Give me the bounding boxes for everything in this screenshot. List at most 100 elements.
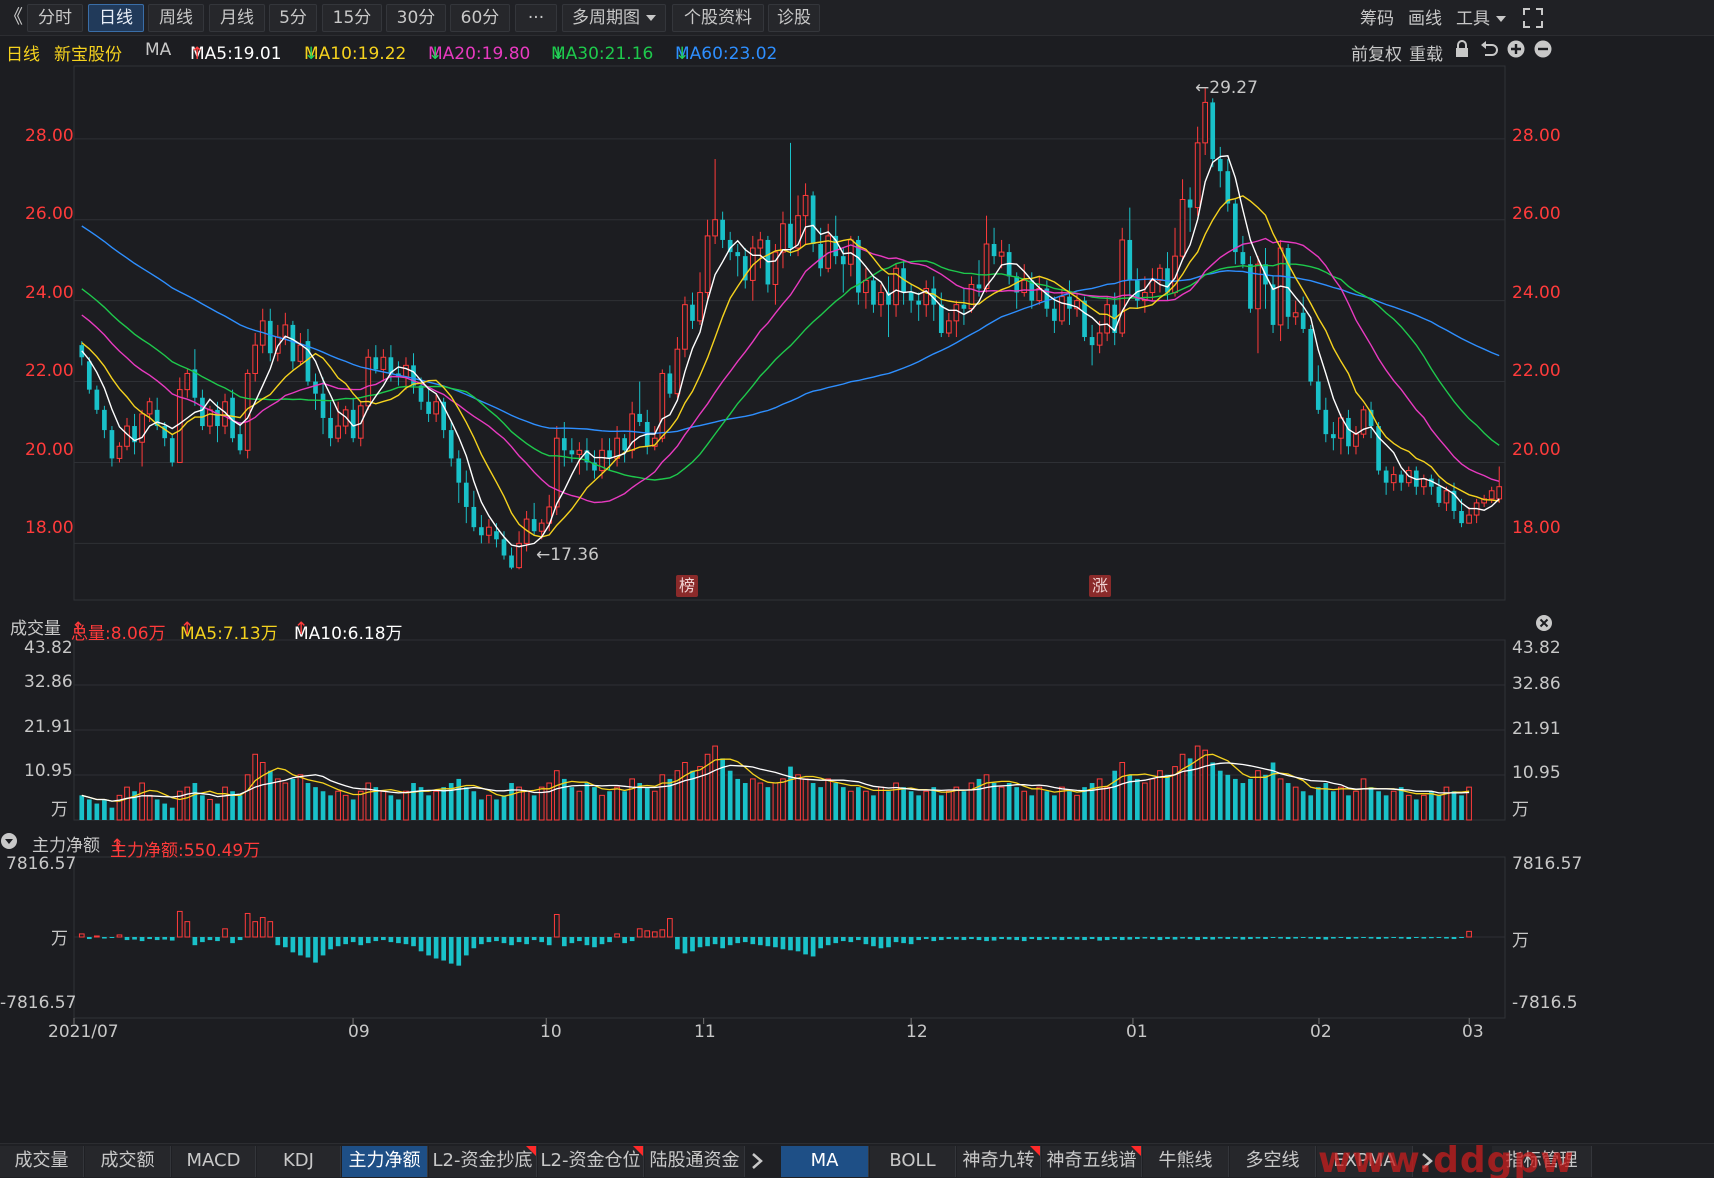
net-flow-bar-negative xyxy=(1285,937,1291,940)
volume-bar-up xyxy=(546,782,553,821)
stock-chart-canvas[interactable] xyxy=(0,0,1714,1143)
volume-bar-down xyxy=(169,807,175,820)
volume-bar-down xyxy=(840,787,846,820)
arrow-up-icon: ↑ xyxy=(110,836,125,856)
period-tab-monthly[interactable]: 月线 xyxy=(209,4,265,32)
net-flow-bar-negative xyxy=(780,937,786,950)
net-flow-bar-negative xyxy=(1195,937,1200,941)
tab-net-flow[interactable]: 主力净额 xyxy=(342,1146,428,1177)
low-price-value: 17.36 xyxy=(550,545,599,565)
zoom-in-icon[interactable] xyxy=(1506,39,1526,59)
volume-bar-up xyxy=(342,794,349,821)
more-periods-button[interactable]: ··· xyxy=(515,4,557,32)
tab-boll[interactable]: BOLL xyxy=(870,1146,956,1177)
net-flow-bar-negative xyxy=(358,937,364,946)
net-flow-title[interactable]: 主力净额 xyxy=(32,836,100,856)
tab-kdj[interactable]: KDJ xyxy=(257,1146,341,1177)
flow-unit-label: 万 xyxy=(51,929,68,949)
period-tab-60min[interactable]: 60分 xyxy=(450,4,510,32)
net-flow-bar-negative xyxy=(1082,937,1087,941)
candle-body-down xyxy=(561,438,567,451)
tab-expma[interactable]: EXPMA xyxy=(1317,1146,1413,1177)
candle-body-down xyxy=(109,430,115,459)
volume-bar-down xyxy=(788,766,793,820)
indicator-manage-button[interactable]: 指标管理 xyxy=(1492,1146,1592,1177)
net-flow-bar-negative xyxy=(1097,937,1102,941)
net-flow-bar-negative xyxy=(1270,937,1276,939)
adjust-button[interactable]: 前复权 xyxy=(1351,45,1402,65)
period-tab-5min[interactable]: 5分 xyxy=(269,4,317,32)
tab-bull-bear[interactable]: 牛熊线 xyxy=(1143,1146,1229,1177)
net-flow-bar-negative xyxy=(629,937,635,942)
volume-bar-up xyxy=(1194,745,1201,821)
candle-body-up xyxy=(1021,279,1028,294)
lock-icon[interactable] xyxy=(1453,39,1471,59)
chevron-right-icon[interactable] xyxy=(1420,1152,1434,1170)
collapse-icon[interactable] xyxy=(0,832,18,850)
volume-bar-down xyxy=(622,791,627,820)
multi-period-dropdown[interactable]: 多周期图 xyxy=(562,4,666,32)
volume-bar-down xyxy=(396,799,401,820)
candle-body-up xyxy=(365,356,372,407)
candle-body-down xyxy=(637,413,643,422)
limit-up-badge[interactable]: 涨 xyxy=(1089,575,1111,597)
undo-icon[interactable] xyxy=(1479,39,1499,59)
volume-bar-up xyxy=(116,794,123,821)
tab-macd[interactable]: MACD xyxy=(172,1146,256,1177)
volume-bar-down xyxy=(230,791,235,820)
volume-bar-down xyxy=(908,791,914,820)
volume-bar-up xyxy=(1036,786,1043,821)
period-tab-daily[interactable]: 日线 xyxy=(88,4,144,32)
volume-bar-up xyxy=(1202,749,1209,821)
tools-dropdown[interactable]: 工具 xyxy=(1456,6,1506,32)
diagnosis-button[interactable]: 诊股 xyxy=(768,4,820,32)
tab-northbound[interactable]: 陆股通资金 xyxy=(645,1146,745,1177)
volume-bar-down xyxy=(109,807,115,820)
tab-l2-bottom-fishing[interactable]: L2-资金抄底 xyxy=(429,1146,537,1177)
tab-label: L2-资金仓位 xyxy=(540,1150,641,1171)
candle-body-up xyxy=(1292,312,1299,318)
reload-button[interactable]: 重载 xyxy=(1409,45,1443,65)
volume-title[interactable]: 成交量 xyxy=(10,619,61,639)
tab-magic-nine[interactable]: 神奇九转 xyxy=(957,1146,1041,1177)
zoom-out-icon[interactable] xyxy=(1533,39,1553,59)
chips-button[interactable]: 筹码 xyxy=(1360,9,1394,29)
tab-volume[interactable]: 成交量 xyxy=(0,1146,84,1177)
period-tab-weekly[interactable]: 周线 xyxy=(148,4,204,32)
volume-ma10-line xyxy=(81,762,1470,802)
net-flow-bar-negative xyxy=(207,937,213,941)
tab-ma[interactable]: MA xyxy=(781,1146,869,1177)
volume-bar-down xyxy=(441,787,447,820)
candle-body-up xyxy=(772,251,779,285)
tab-long-short[interactable]: 多空线 xyxy=(1230,1146,1316,1177)
volume-bar-down xyxy=(373,787,379,820)
volume-bar-down xyxy=(1300,791,1306,820)
tab-turnover[interactable]: 成交额 xyxy=(85,1146,171,1177)
fullscreen-icon[interactable] xyxy=(1522,7,1544,29)
volume-bar-up xyxy=(1149,778,1156,821)
stock-info-button[interactable]: 个股资料 xyxy=(672,4,764,32)
tab-l2-position[interactable]: L2-资金仓位 xyxy=(538,1146,644,1177)
period-tab-30min[interactable]: 30分 xyxy=(386,4,446,32)
close-panel-icon[interactable] xyxy=(1535,614,1553,632)
net-flow-bar-positive xyxy=(116,934,123,938)
tab-magic-five[interactable]: 神奇五线谱 xyxy=(1042,1146,1142,1177)
chevron-right-icon[interactable] xyxy=(750,1152,764,1170)
dragon-tiger-list-badge[interactable]: 榜 xyxy=(676,575,698,597)
indicator-name[interactable]: MA xyxy=(145,40,172,60)
net-flow-bar-negative xyxy=(1278,937,1283,939)
back-arrow-icon[interactable]: 《 xyxy=(4,6,24,28)
net-flow-bar-negative xyxy=(712,937,718,945)
net-flow-bar-positive xyxy=(244,912,251,938)
volume-bar-down xyxy=(192,783,198,820)
low-price-label: ←17.36 xyxy=(536,545,599,565)
volume-bar-down xyxy=(1187,758,1193,820)
volume-bar-up xyxy=(146,794,153,821)
candle-body-down xyxy=(192,369,198,398)
volume-bar-down xyxy=(1376,791,1381,820)
volume-bar-up xyxy=(998,786,1005,821)
draw-line-button[interactable]: 画线 xyxy=(1408,9,1442,29)
period-tab-15min[interactable]: 15分 xyxy=(322,4,382,32)
period-tab-fenshi[interactable]: 分时 xyxy=(27,4,83,32)
